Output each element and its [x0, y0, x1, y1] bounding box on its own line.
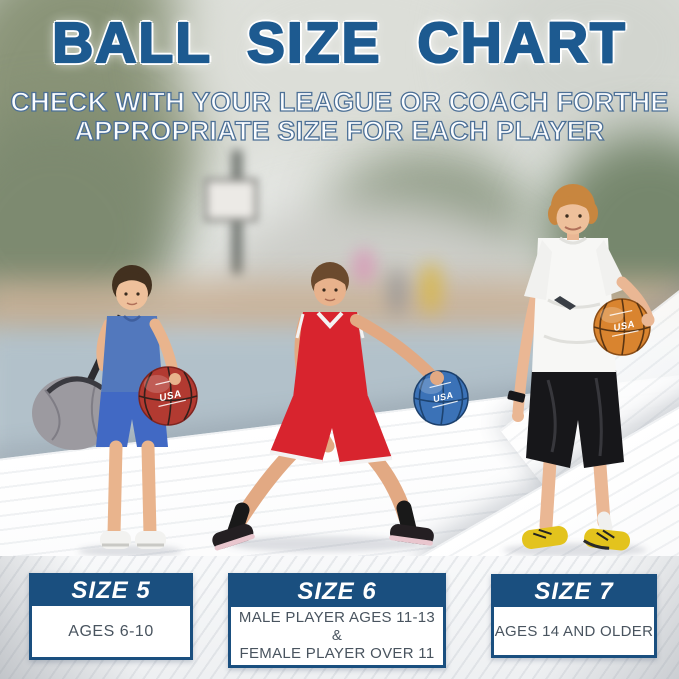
size5-ages-text: AGES 6-10 — [68, 622, 154, 640]
boy-right-shoe — [389, 524, 434, 546]
subtitle-line-1: CHECK WITH YOUR LEAGUE OR COACH FORTHE — [10, 87, 669, 117]
boy-shorts — [270, 396, 392, 464]
page-subtitle: CHECK WITH YOUR LEAGUE OR COACH FORTHE A… — [0, 87, 679, 146]
player-size7-figure — [507, 184, 654, 551]
teen-right-hand — [512, 410, 524, 422]
teen-collar — [559, 236, 587, 245]
page-title: BALL SIZE CHART — [51, 11, 627, 75]
size5-body: AGES 6-10 — [32, 606, 190, 657]
teen-face — [556, 201, 590, 235]
size7-body: AGES 14 AND OLDER — [494, 607, 654, 655]
size7-ages-text: AGES 14 AND OLDER — [494, 622, 654, 640]
basketball-size7: USA — [593, 298, 655, 356]
teen-hand-on-ball — [641, 313, 655, 327]
ball7-label: USA — [609, 309, 639, 337]
kid-neckline — [123, 315, 141, 322]
ball6-usa-print: USA — [432, 390, 454, 405]
players-illustration: USA — [32, 184, 655, 557]
background-figure-gray — [388, 268, 406, 316]
duffel-handle — [46, 376, 104, 394]
basketball-backboard — [204, 178, 258, 222]
boy-hand-on-ball — [430, 371, 444, 385]
kid-fringe — [114, 272, 151, 289]
teen-right-sock — [597, 511, 613, 535]
ball5-usa-print: USA — [158, 389, 183, 405]
player-size6-figure — [212, 262, 438, 551]
background-figure-yellow — [420, 262, 442, 314]
player-size5-figure — [32, 265, 180, 549]
boy-shorts-trim — [269, 450, 393, 466]
boy-buzzcut — [313, 271, 348, 287]
ball6-seams — [413, 370, 469, 426]
teen-smile — [564, 226, 582, 231]
kid-eye — [124, 292, 128, 296]
size6-body: MALE PLAYER AGES 11-13 & FEMALE PLAYER O… — [231, 607, 443, 665]
background-figure-pink — [352, 248, 376, 284]
basketball-size6: USA — [413, 370, 469, 426]
teen-wristwatch — [507, 390, 526, 403]
size7-header: SIZE 7 — [494, 577, 654, 607]
ball5-seams — [138, 366, 198, 426]
size6-ages-line-1: MALE PLAYER AGES 11-13 — [238, 609, 436, 626]
size7-info-box: SIZE 7 AGES 14 AND OLDER — [491, 574, 657, 658]
teen-right-shoe — [583, 528, 631, 551]
boy-eye — [334, 288, 338, 292]
teen-left-leg — [539, 455, 557, 533]
ball7-usa-print: USA — [613, 319, 636, 334]
size6-header: SIZE 6 — [231, 576, 443, 607]
teen-eye — [578, 214, 582, 218]
kid-right-leg — [141, 440, 157, 541]
boy-left-shoe — [212, 524, 255, 551]
kid-face — [116, 278, 148, 310]
teen-shorts — [526, 370, 624, 468]
kid-mouth — [126, 302, 138, 306]
ball6-label: USA — [429, 381, 458, 409]
size6-info-box: SIZE 6 MALE PLAYER AGES 11-13 & FEMALE P… — [228, 573, 446, 668]
boy-left-arm — [350, 314, 438, 382]
teen-shorts-sheen — [546, 377, 603, 457]
shadow-player2 — [227, 536, 419, 552]
teen-shirt-graphic — [554, 296, 576, 310]
ball7-seams — [593, 298, 651, 356]
size5-info-box: SIZE 5 AGES 6-10 — [29, 573, 193, 660]
teen-right-sleeve — [524, 240, 552, 300]
size6-ages-line-2: & — [331, 627, 343, 644]
boy-face — [314, 274, 346, 306]
teen-eye — [565, 214, 569, 218]
size5-header: SIZE 5 — [32, 576, 190, 606]
teen-left-shoe — [521, 526, 568, 549]
kid-hand-on-ball — [169, 373, 181, 385]
boy-mouth — [324, 298, 336, 302]
boy-jersey — [293, 312, 368, 398]
kid-left-leg — [107, 440, 123, 541]
subtitle-line-2: APPROPRIATE SIZE FOR EACH PLAYER — [74, 115, 605, 146]
boy-jersey-vneck — [316, 311, 344, 329]
boy-eye — [322, 288, 326, 292]
kid-eye — [136, 292, 140, 296]
size6-ages-line-3: FEMALE PLAYER OVER 11 — [239, 645, 435, 662]
teen-fringe — [554, 196, 593, 213]
basketball-size5: USA — [138, 366, 198, 426]
